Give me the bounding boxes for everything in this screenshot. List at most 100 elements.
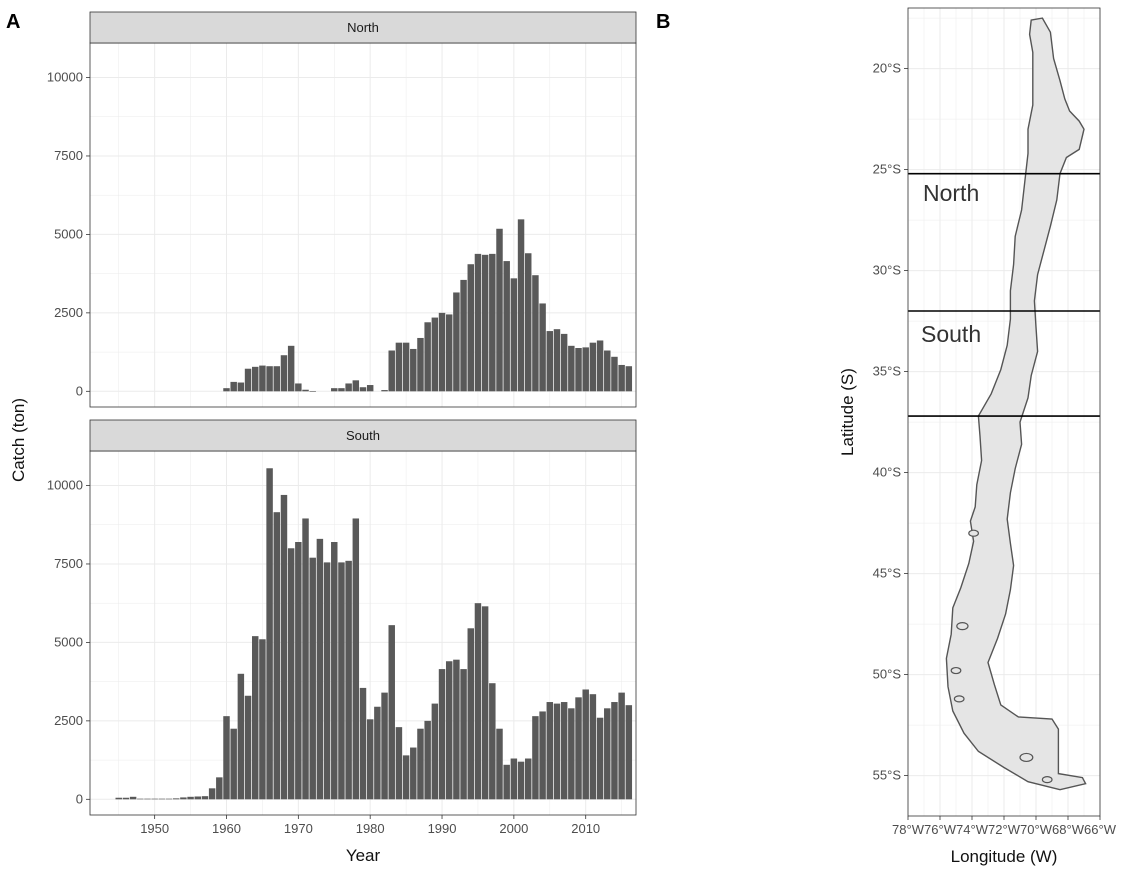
y-tick-label: 5000 xyxy=(54,226,83,241)
bar-north-1960 xyxy=(223,388,230,392)
bar-south-2007 xyxy=(560,702,568,800)
bar-south-1967 xyxy=(273,512,281,800)
region-label-south: South xyxy=(921,321,981,347)
bar-north-1979 xyxy=(359,387,367,392)
bar-north-1985 xyxy=(402,342,410,392)
map-y-tick-label: 50°S xyxy=(873,667,902,682)
bar-south-1950 xyxy=(151,798,158,800)
bar-north-2008 xyxy=(568,345,575,392)
map-y-tick-label: 45°S xyxy=(873,566,902,581)
map-x-tick-label: 66°W xyxy=(1084,822,1117,837)
bar-south-1999 xyxy=(503,764,510,800)
y-tick-label: 2500 xyxy=(54,305,83,320)
bar-south-2002 xyxy=(525,758,532,800)
map-y-axis-title: Latitude (S) xyxy=(838,368,857,456)
bar-south-1945 xyxy=(115,797,122,800)
bar-north-1989 xyxy=(431,317,439,392)
bar-north-2001 xyxy=(517,219,525,392)
panel-a-label: A xyxy=(6,11,20,33)
bar-south-2004 xyxy=(539,711,546,800)
y-tick-label: 10000 xyxy=(47,478,83,493)
bar-south-1990 xyxy=(438,669,446,800)
bar-south-1981 xyxy=(374,706,381,800)
island xyxy=(956,622,969,631)
bar-north-1964 xyxy=(252,366,259,392)
bar-south-1968 xyxy=(280,494,288,800)
map-y-tick-label: 25°S xyxy=(873,162,902,177)
bar-y-axis-title: Catch (ton) xyxy=(9,398,28,482)
bar-x-axis-title: Year xyxy=(346,846,381,865)
chile-land xyxy=(945,17,1087,791)
bar-south-2003 xyxy=(532,716,539,800)
x-tick-label: 1970 xyxy=(284,821,313,836)
bar-north-1962 xyxy=(237,382,245,392)
bar-south-1952 xyxy=(165,798,173,800)
bar-south-1992 xyxy=(453,659,460,800)
x-tick-label: 1950 xyxy=(140,821,169,836)
bar-north-2009 xyxy=(575,348,582,392)
bar-south-1985 xyxy=(402,755,410,800)
panel-b-label: B xyxy=(656,11,670,33)
bar-south-1991 xyxy=(445,661,453,800)
north-bars xyxy=(223,219,633,392)
bar-south-1996 xyxy=(481,606,489,800)
bar-north-1999 xyxy=(503,261,510,392)
map-x-tick-label: 72°W xyxy=(988,822,1021,837)
bar-north-2014 xyxy=(611,356,618,392)
map-x-tick-label: 68°W xyxy=(1052,822,1085,837)
bar-south-1957 xyxy=(201,796,209,800)
bar-south-1966 xyxy=(266,468,273,800)
x-tick-label: 2010 xyxy=(571,821,600,836)
bar-south-1963 xyxy=(244,695,252,800)
bar-north-1987 xyxy=(417,337,424,392)
south-strip xyxy=(89,419,637,452)
bar-south-1962 xyxy=(237,673,245,800)
bar-south-2014 xyxy=(611,702,618,800)
bar-south-1987 xyxy=(417,728,424,800)
bar-south-1994 xyxy=(467,628,474,800)
bar-north-2002 xyxy=(525,253,532,392)
map-y-tick-label: 35°S xyxy=(873,364,902,379)
map-y-tick-label: 55°S xyxy=(873,768,902,783)
map-x-tick-label: 76°W xyxy=(924,822,957,837)
bar-south-1984 xyxy=(395,727,403,800)
south-y-ticks: 0 2500 5000 7500 10000 xyxy=(47,478,90,806)
bar-south-2010 xyxy=(582,689,589,800)
bar-north-1990 xyxy=(438,312,446,392)
map-y-tick-label: 30°S xyxy=(873,263,902,278)
bar-south-1969 xyxy=(287,548,295,800)
bar-south-1989 xyxy=(431,703,439,800)
bar-north-1975 xyxy=(331,388,338,392)
bar-north-2013 xyxy=(604,350,611,392)
bar-south-1956 xyxy=(194,796,201,800)
bar-south-1977 xyxy=(345,560,352,800)
x-tick-label: 1960 xyxy=(212,821,241,836)
bar-north-1980 xyxy=(366,385,374,392)
bar-north-2010 xyxy=(582,347,589,392)
bar-north-1965 xyxy=(259,365,266,392)
map-y-ticks: 20°S 25°S 30°S 35°S 40°S 45°S 50°S 55°S xyxy=(873,61,908,783)
bar-north-1988 xyxy=(424,322,431,392)
bar-north-2004 xyxy=(539,303,546,392)
bar-x-ticks: 1950 1960 1970 1980 1990 2000 2010 xyxy=(140,815,600,836)
bar-south-1953 xyxy=(172,798,180,800)
bar-south-1995 xyxy=(474,603,482,800)
bar-south-1965 xyxy=(259,639,266,800)
island xyxy=(950,666,962,675)
island xyxy=(1019,752,1034,763)
bar-south-1959 xyxy=(216,777,223,800)
bar-north-1995 xyxy=(474,253,482,392)
bar-north-1978 xyxy=(352,380,360,392)
bar-north-2012 xyxy=(596,340,604,392)
bar-south-1993 xyxy=(460,669,467,800)
region-label-north: North xyxy=(923,180,979,206)
south-strip-label: South xyxy=(346,428,380,443)
bar-south-1978 xyxy=(352,518,360,800)
north-y-ticks: 0 2500 5000 7500 10000 xyxy=(47,70,90,398)
bar-south-1980 xyxy=(366,719,374,800)
bar-south-2011 xyxy=(589,694,597,800)
bar-north-1963 xyxy=(244,368,252,392)
bar-south-1958 xyxy=(208,788,216,800)
bar-north-1982 xyxy=(381,390,388,392)
